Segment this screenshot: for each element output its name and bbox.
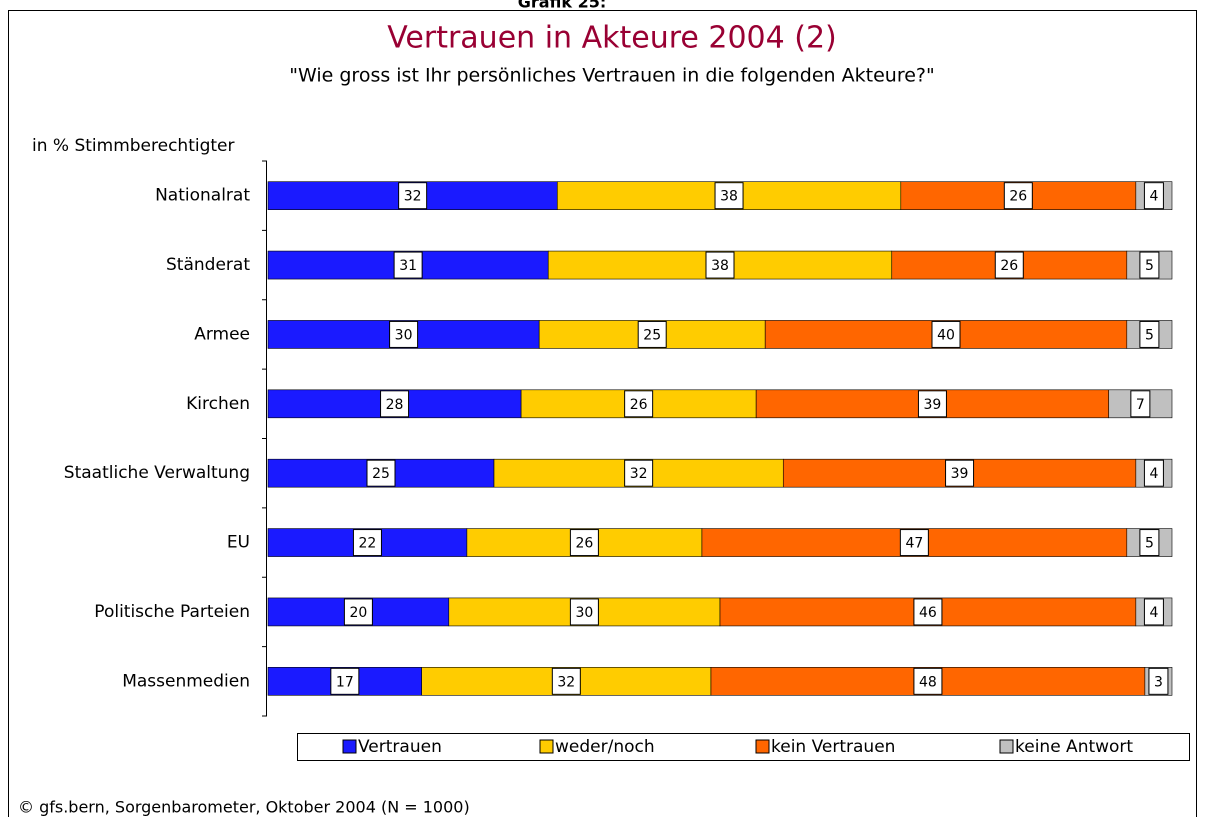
data-label: 25	[372, 466, 390, 482]
data-label-box	[899, 529, 929, 557]
legend-label: weder/noch	[555, 737, 655, 757]
data-label-box	[637, 320, 667, 348]
data-label-box	[931, 320, 961, 348]
legend-swatch	[539, 739, 554, 754]
data-label-box	[366, 459, 396, 487]
data-label: 47	[905, 536, 923, 552]
category-label: Armee	[194, 324, 250, 344]
axis-label: in % Stimmberechtigter	[32, 136, 235, 156]
data-label: 46	[919, 605, 937, 621]
data-label: 32	[630, 466, 648, 482]
data-label-box	[1143, 459, 1164, 487]
data-label-box	[624, 390, 654, 418]
data-label-box	[398, 182, 428, 210]
data-label-box	[389, 320, 419, 348]
data-label-box	[343, 598, 373, 626]
data-label: 48	[919, 674, 937, 690]
data-label: 40	[937, 327, 955, 343]
data-label: 5	[1145, 258, 1154, 274]
data-label: 38	[711, 258, 729, 274]
data-label: 5	[1145, 536, 1154, 552]
data-label-box	[569, 529, 599, 557]
data-label-box	[1130, 390, 1151, 418]
data-label: 26	[575, 536, 593, 552]
data-label: 4	[1149, 466, 1158, 482]
data-label: 22	[359, 536, 377, 552]
legend-label: kein Vertrauen	[771, 737, 895, 757]
data-label-box	[352, 529, 382, 557]
chart-title: Vertrauen in Akteure 2004 (2)	[387, 21, 837, 56]
data-label-box	[913, 598, 943, 626]
category-label: Nationalrat	[155, 186, 250, 206]
chart-subtitle: "Wie gross ist Ihr persönliches Vertraue…	[289, 65, 934, 87]
data-label-box	[945, 459, 975, 487]
category-label: Massenmedien	[122, 671, 250, 691]
data-label: 38	[720, 189, 738, 205]
data-label-box	[714, 182, 744, 210]
legend-swatch	[999, 739, 1014, 754]
legend-swatch	[342, 739, 357, 754]
data-label-box	[994, 251, 1024, 279]
data-label-box	[330, 667, 360, 695]
data-label: 26	[630, 397, 648, 413]
data-label: 5	[1145, 327, 1154, 343]
data-label: 3	[1154, 674, 1163, 690]
data-label: 39	[951, 466, 969, 482]
data-label: 17	[336, 674, 354, 690]
data-label: 25	[643, 327, 661, 343]
data-label: 32	[404, 189, 422, 205]
data-label: 31	[399, 258, 417, 274]
data-label-box	[1148, 667, 1169, 695]
category-label: Staatliche Verwaltung	[64, 463, 250, 483]
frame	[8, 10, 1197, 817]
data-label: 4	[1149, 605, 1158, 621]
data-label-box	[569, 598, 599, 626]
data-label-box	[1139, 251, 1160, 279]
data-label: 7	[1136, 397, 1145, 413]
data-label: 20	[349, 605, 367, 621]
category-label: Kirchen	[186, 394, 250, 414]
data-label-box	[1139, 529, 1160, 557]
legend-box	[297, 733, 1190, 761]
data-label: 30	[575, 605, 593, 621]
data-label: 26	[1009, 189, 1027, 205]
data-label: 39	[924, 397, 942, 413]
data-label: 30	[395, 327, 413, 343]
caption: Grafik 25:	[518, 0, 607, 12]
data-label-box	[1003, 182, 1033, 210]
data-label-box	[913, 667, 943, 695]
data-label: 4	[1149, 189, 1158, 205]
category-label: Ständerat	[166, 255, 250, 275]
data-label-box	[380, 390, 410, 418]
data-label: 32	[557, 674, 575, 690]
category-label: Politische Parteien	[94, 602, 250, 622]
data-label-box	[917, 390, 947, 418]
legend-swatch	[755, 739, 770, 754]
source-note: © gfs.bern, Sorgenbarometer, Oktober 200…	[18, 798, 470, 817]
data-label-box	[1143, 182, 1164, 210]
data-label: 26	[1000, 258, 1018, 274]
data-label-box	[705, 251, 735, 279]
legend-label: Vertrauen	[358, 737, 442, 757]
data-label-box	[624, 459, 654, 487]
data-label-box	[551, 667, 581, 695]
legend-label: keine Antwort	[1015, 737, 1133, 757]
data-label: 28	[386, 397, 404, 413]
category-label: EU	[227, 533, 250, 553]
data-label-box	[1143, 598, 1164, 626]
data-label-box	[393, 251, 423, 279]
caption-bg	[505, 0, 620, 10]
data-label-box	[1139, 320, 1160, 348]
